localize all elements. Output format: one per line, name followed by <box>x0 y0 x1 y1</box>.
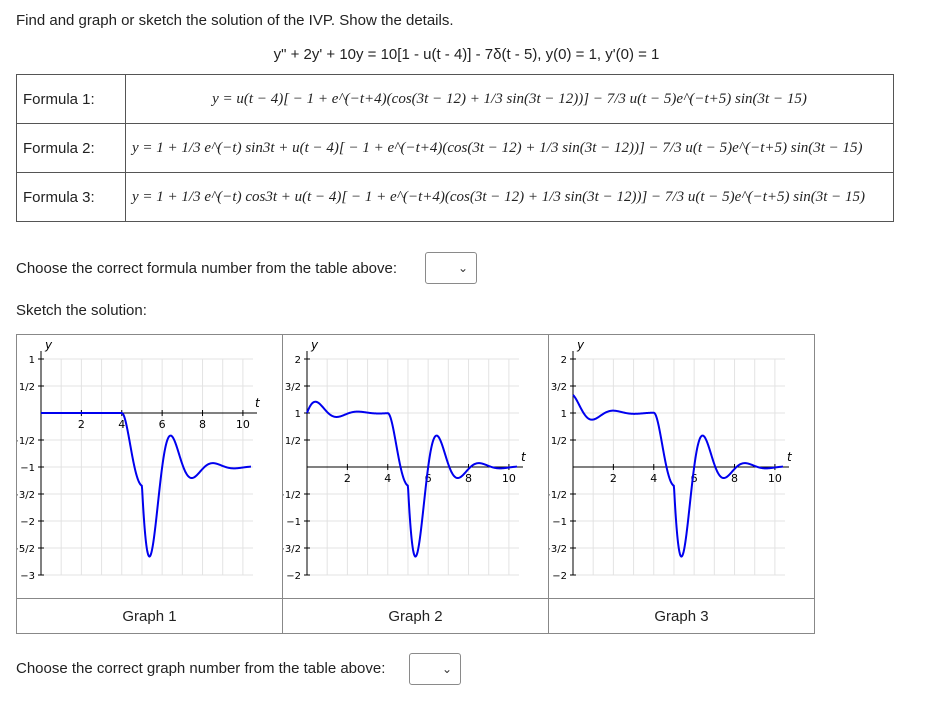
y-tick-label: 1/2 <box>19 382 35 393</box>
x-tick-label: 4 <box>650 472 657 485</box>
y-tick-label: −1/2 <box>283 490 301 501</box>
y-tick-label: 2 <box>295 355 301 366</box>
x-tick-label: 2 <box>610 472 617 485</box>
sketch-label: Sketch the solution: <box>16 302 147 319</box>
y-tick-label: −1 <box>20 463 35 474</box>
x-tick-label: 4 <box>118 418 125 431</box>
y-tick-label: −3/2 <box>17 490 35 501</box>
y-tick-label: −1 <box>552 517 567 528</box>
x-tick-label: 2 <box>344 472 351 485</box>
graph-label: Graph 3 <box>548 598 815 634</box>
x-tick-label: 4 <box>384 472 391 485</box>
graph-1-plot: y t 2 4 6 8 10 1 1/2 −1/2 −1 −3/2 −2 −5/2 −3 <box>11 338 261 582</box>
solution-curve <box>41 412 252 558</box>
x-axis-label: t <box>787 450 793 464</box>
graph-cell-2: y t 2 4 6 8 10 2 3/2 1 1/2 −1/2 −1 −3/2 −2 <box>277 334 549 599</box>
x-tick-label: 10 <box>236 418 250 431</box>
y-tick-label: −3 <box>20 571 35 582</box>
y-tick-label: −1/2 <box>549 490 567 501</box>
graph-question: Choose the correct graph number from the… <box>16 660 386 677</box>
graph-cell-3: y t 2 4 6 8 10 2 3/2 1 1/2 −1/2 −1 −3/2 −2 <box>543 334 815 599</box>
y-tick-label: −5/2 <box>17 544 35 555</box>
x-axis-label: t <box>255 396 261 410</box>
formula-row: Formula 3: y = 1 + 1/3 e^(−t) cos3t + u(… <box>16 172 894 222</box>
y-tick-label: 1/2 <box>285 436 301 447</box>
graph-table: y t 2 4 6 8 10 1 1/2 −1/2 −1 −3/2 −2 −5/2 −3 y t 2 4 6 8 10 2… <box>11 334 815 634</box>
y-axis-label: y <box>310 338 319 352</box>
formula-expression: y = 1 + 1/3 e^(−t) sin3t + u(t − 4)[ − 1… <box>125 123 894 173</box>
x-tick-label: 10 <box>502 472 516 485</box>
y-tick-label: 1/2 <box>551 436 567 447</box>
x-axis-label: t <box>521 450 527 464</box>
y-tick-label: 2 <box>561 355 567 366</box>
x-tick-label: 6 <box>425 472 432 485</box>
y-tick-label: 1 <box>561 409 567 420</box>
x-tick-label: 2 <box>78 418 85 431</box>
chevron-down-icon: ⌄ <box>457 261 468 275</box>
y-tick-label: −2 <box>20 517 35 528</box>
formula-row: Formula 1: y = u(t − 4)[ − 1 + e^(−t+4)(… <box>16 74 894 124</box>
x-tick-label: 8 <box>199 418 206 431</box>
solution-curve <box>306 400 518 558</box>
formula-expression: y = u(t − 4)[ − 1 + e^(−t+4)(cos(3t − 12… <box>125 74 894 124</box>
x-tick-label: 10 <box>768 472 782 485</box>
x-tick-label: 8 <box>465 472 472 485</box>
formula-label: Formula 1: <box>16 74 126 124</box>
formula-label: Formula 2: <box>16 123 126 173</box>
graph-select[interactable]: ⌄ <box>409 653 461 685</box>
formula-row: Formula 2: y = 1 + 1/3 e^(−t) sin3t + u(… <box>16 123 894 173</box>
y-axis-label: y <box>576 338 585 352</box>
question-prompt: Find and graph or sketch the solution of… <box>16 12 454 29</box>
chevron-down-icon: ⌄ <box>441 662 452 676</box>
x-tick-label: 6 <box>159 418 166 431</box>
y-tick-label: −3/2 <box>283 544 301 555</box>
graph-label: Graph 1 <box>16 598 283 634</box>
graph-3-plot: y t 2 4 6 8 10 2 3/2 1 1/2 −1/2 −1 −3/2 −2 <box>543 338 793 582</box>
y-tick-label: −2 <box>286 571 301 582</box>
formula-table: Formula 1: y = u(t − 4)[ − 1 + e^(−t+4)(… <box>16 74 894 222</box>
y-tick-label: 1 <box>295 409 301 420</box>
y-tick-label: −1/2 <box>17 436 35 447</box>
formula-label: Formula 3: <box>16 172 126 222</box>
y-axis-label: y <box>44 338 53 352</box>
solution-curve <box>572 394 784 558</box>
y-tick-label: −1 <box>286 517 301 528</box>
graph-2-plot: y t 2 4 6 8 10 2 3/2 1 1/2 −1/2 −1 −3/2 −2 <box>277 338 527 582</box>
y-tick-label: −2 <box>552 571 567 582</box>
y-tick-label: 1 <box>29 355 35 366</box>
formula-question: Choose the correct formula number from t… <box>16 260 398 277</box>
formula-expression: y = 1 + 1/3 e^(−t) cos3t + u(t − 4)[ − 1… <box>125 172 894 222</box>
graph-cell-1: y t 2 4 6 8 10 1 1/2 −1/2 −1 −3/2 −2 −5/2 −3 <box>11 334 283 599</box>
y-tick-label: 3/2 <box>551 382 567 393</box>
formula-select[interactable]: ⌄ <box>425 252 477 284</box>
ivp-equation: y" + 2y' + 10y = 10[1 - u(t - 4)] - 7δ(t… <box>273 46 660 63</box>
graph-label: Graph 2 <box>282 598 549 634</box>
x-tick-label: 6 <box>691 472 698 485</box>
y-tick-label: 3/2 <box>285 382 301 393</box>
x-tick-label: 8 <box>731 472 738 485</box>
y-tick-label: −3/2 <box>549 544 567 555</box>
